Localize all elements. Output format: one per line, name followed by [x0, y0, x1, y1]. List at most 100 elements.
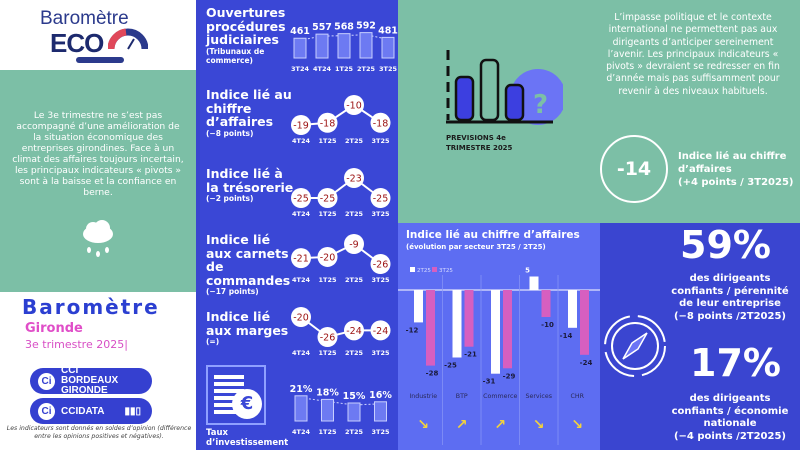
arrow-up-right-icon: ↗ — [456, 417, 468, 433]
indicator-tick-label: 3T25 — [371, 276, 389, 284]
sector-bar-2T25 — [529, 276, 539, 290]
sector-category-label: Industrie — [409, 393, 437, 400]
indicator-tick-label: 4T24 — [292, 349, 310, 357]
indicator-line — [300, 242, 382, 265]
indicator-tick-label: 2T25 — [345, 210, 363, 218]
indicator-point — [291, 188, 311, 208]
compass-icon — [604, 315, 666, 377]
indicator-value-label: -24 — [373, 326, 389, 337]
investment-tick-label: 2T25 — [345, 428, 363, 436]
sector-bar-3T25 — [464, 290, 474, 347]
indicator-value-label: -25 — [320, 194, 336, 205]
sector-bar-2T25 — [568, 290, 577, 328]
cci-logo-icon: Ci — [38, 372, 55, 390]
indicator-value-label: -19 — [293, 121, 309, 132]
indicator-line — [300, 103, 382, 126]
forecast-text: L’impasse politique et le contexte inter… — [606, 12, 780, 97]
legend-label: 3T25 — [439, 268, 453, 274]
procedures-bar — [293, 37, 307, 59]
gauge-icon — [108, 28, 148, 50]
legend-swatch — [432, 267, 437, 272]
legend-swatch — [410, 267, 415, 272]
indicator-point — [370, 320, 391, 341]
investment-bar — [321, 398, 334, 422]
ccidata-button[interactable]: Ci CCIDATA ▮▮▯ — [30, 398, 152, 424]
procedures-value-label: 568 — [334, 22, 354, 33]
indicator-tick-label: 4T24 — [292, 137, 310, 145]
investment-tick-label: 1T25 — [318, 428, 336, 436]
indicator-tick-label: 4T24 — [292, 210, 310, 218]
region: Gironde — [25, 321, 83, 336]
indicator-charts: 461 3T24 557 4T24 568 1T25 592 2T25 481 3T25 21% 4T… — [290, 21, 398, 436]
indicator-value-label: -23 — [346, 174, 362, 185]
arrow-down-right-icon: ↘ — [571, 417, 583, 433]
indicator-value-label: -20 — [293, 313, 309, 324]
investment-bar — [374, 401, 387, 422]
indicator-point — [370, 254, 391, 274]
sector-value-label: -14 — [560, 332, 573, 340]
bar-chart-icon: ▮▮▯ — [124, 405, 142, 417]
sector-value-label: -25 — [444, 362, 457, 370]
indicator-point — [344, 320, 364, 341]
logo-eco: ECO — [50, 28, 104, 58]
indicator-point — [317, 188, 338, 208]
cci-bordeaux-button[interactable]: Ci CCI BORDEAUX GIRONDE — [30, 366, 152, 396]
sector-chart: 2T25 3T25 -12 -28 Industrie ↘ -25 -21 BTP ↗ -31 -29… — [398, 267, 600, 445]
rain-cloud-icon — [83, 220, 113, 257]
indicator-tick-label: 1T25 — [318, 210, 336, 218]
procedures-tick-label: 2T25 — [357, 65, 375, 73]
section-title-procedures: Ouvertures procédures judiciaires (Tribun… — [206, 5, 286, 65]
indicator-tick-label: 3T25 — [371, 210, 389, 218]
indicator-point — [317, 112, 338, 133]
investment-value-label: 16% — [369, 390, 392, 401]
sector-bar-3T25 — [580, 290, 589, 355]
indicator-value-label: -20 — [320, 252, 336, 263]
indicator-value-label: -25 — [373, 194, 389, 205]
investment-value-label: 21% — [290, 384, 313, 395]
investment-bar — [347, 402, 361, 422]
cci-logo-icon: Ci — [38, 402, 55, 420]
logo-area: Baromètre ECO — [0, 0, 196, 70]
investment-value-label: 15% — [343, 391, 366, 402]
confidence-value-1: 59% — [680, 223, 771, 267]
indicator-tick-label: 3T25 — [371, 137, 389, 145]
confidence-text-1: des dirigeants confiants / pérennité de … — [671, 273, 789, 322]
forecast-panel: ? PREVISIONS 4e TRIMESTRE 2025 L’impasse… — [398, 0, 800, 223]
indicator-point — [291, 307, 311, 327]
sector-category-label: Services — [525, 393, 552, 400]
indicator-value-label: -26 — [320, 333, 336, 344]
indicator-value-label: -21 — [293, 254, 309, 265]
procedures-tick-label: 3T24 — [291, 65, 309, 73]
arrow-down-right-icon: ↘ — [417, 417, 429, 433]
procedures-bar — [315, 33, 329, 59]
indicator-value-label: -18 — [373, 118, 389, 129]
procedures-value-label: 461 — [290, 26, 310, 37]
indicator-point — [344, 168, 364, 188]
coins-euro-icon: € — [206, 365, 266, 425]
indicator-tick-label: 1T25 — [318, 137, 336, 145]
sector-bar-2T25 — [414, 290, 423, 323]
indicators-panel: Ouvertures procédures judiciaires (Tribun… — [200, 0, 398, 450]
legend-label: 2T25 — [417, 268, 431, 274]
confidence-text-2: des dirigeants confiants / économie nati… — [671, 393, 789, 442]
indicator-value-label: -26 — [373, 260, 389, 271]
sector-bar-2T25 — [452, 290, 462, 358]
sector-category-label: CHR — [570, 393, 584, 400]
sector-value-label: -10 — [541, 321, 554, 329]
indicator-tick-label: 1T25 — [318, 349, 336, 357]
cci-na-badge — [76, 57, 124, 63]
indicator-point — [291, 115, 311, 135]
indicator-value-label: -25 — [293, 194, 309, 205]
indicator-value-label: -24 — [346, 326, 362, 337]
barometre-title: Baromètre — [22, 295, 160, 319]
procedures-value-label: 481 — [378, 25, 398, 36]
sector-value-label: 5 — [525, 267, 530, 275]
sector-chart-subtitle: (évolution par secteur 3T25 / 2T25) — [406, 243, 546, 251]
indicator-tick-label: 1T25 — [318, 276, 336, 284]
sector-chart-panel: Indice lié au chiffre d’affaires (évolut… — [398, 223, 600, 450]
forecast-value-label: Indice lié au chiffre d’affaires (+4 poin… — [678, 151, 794, 188]
sector-category-label: BTP — [456, 393, 468, 400]
svg-text:?: ? — [533, 90, 548, 120]
indicator-point — [344, 95, 364, 115]
intro-panel: Le 3e trimestre ne s’est pas accompagné … — [0, 70, 196, 292]
